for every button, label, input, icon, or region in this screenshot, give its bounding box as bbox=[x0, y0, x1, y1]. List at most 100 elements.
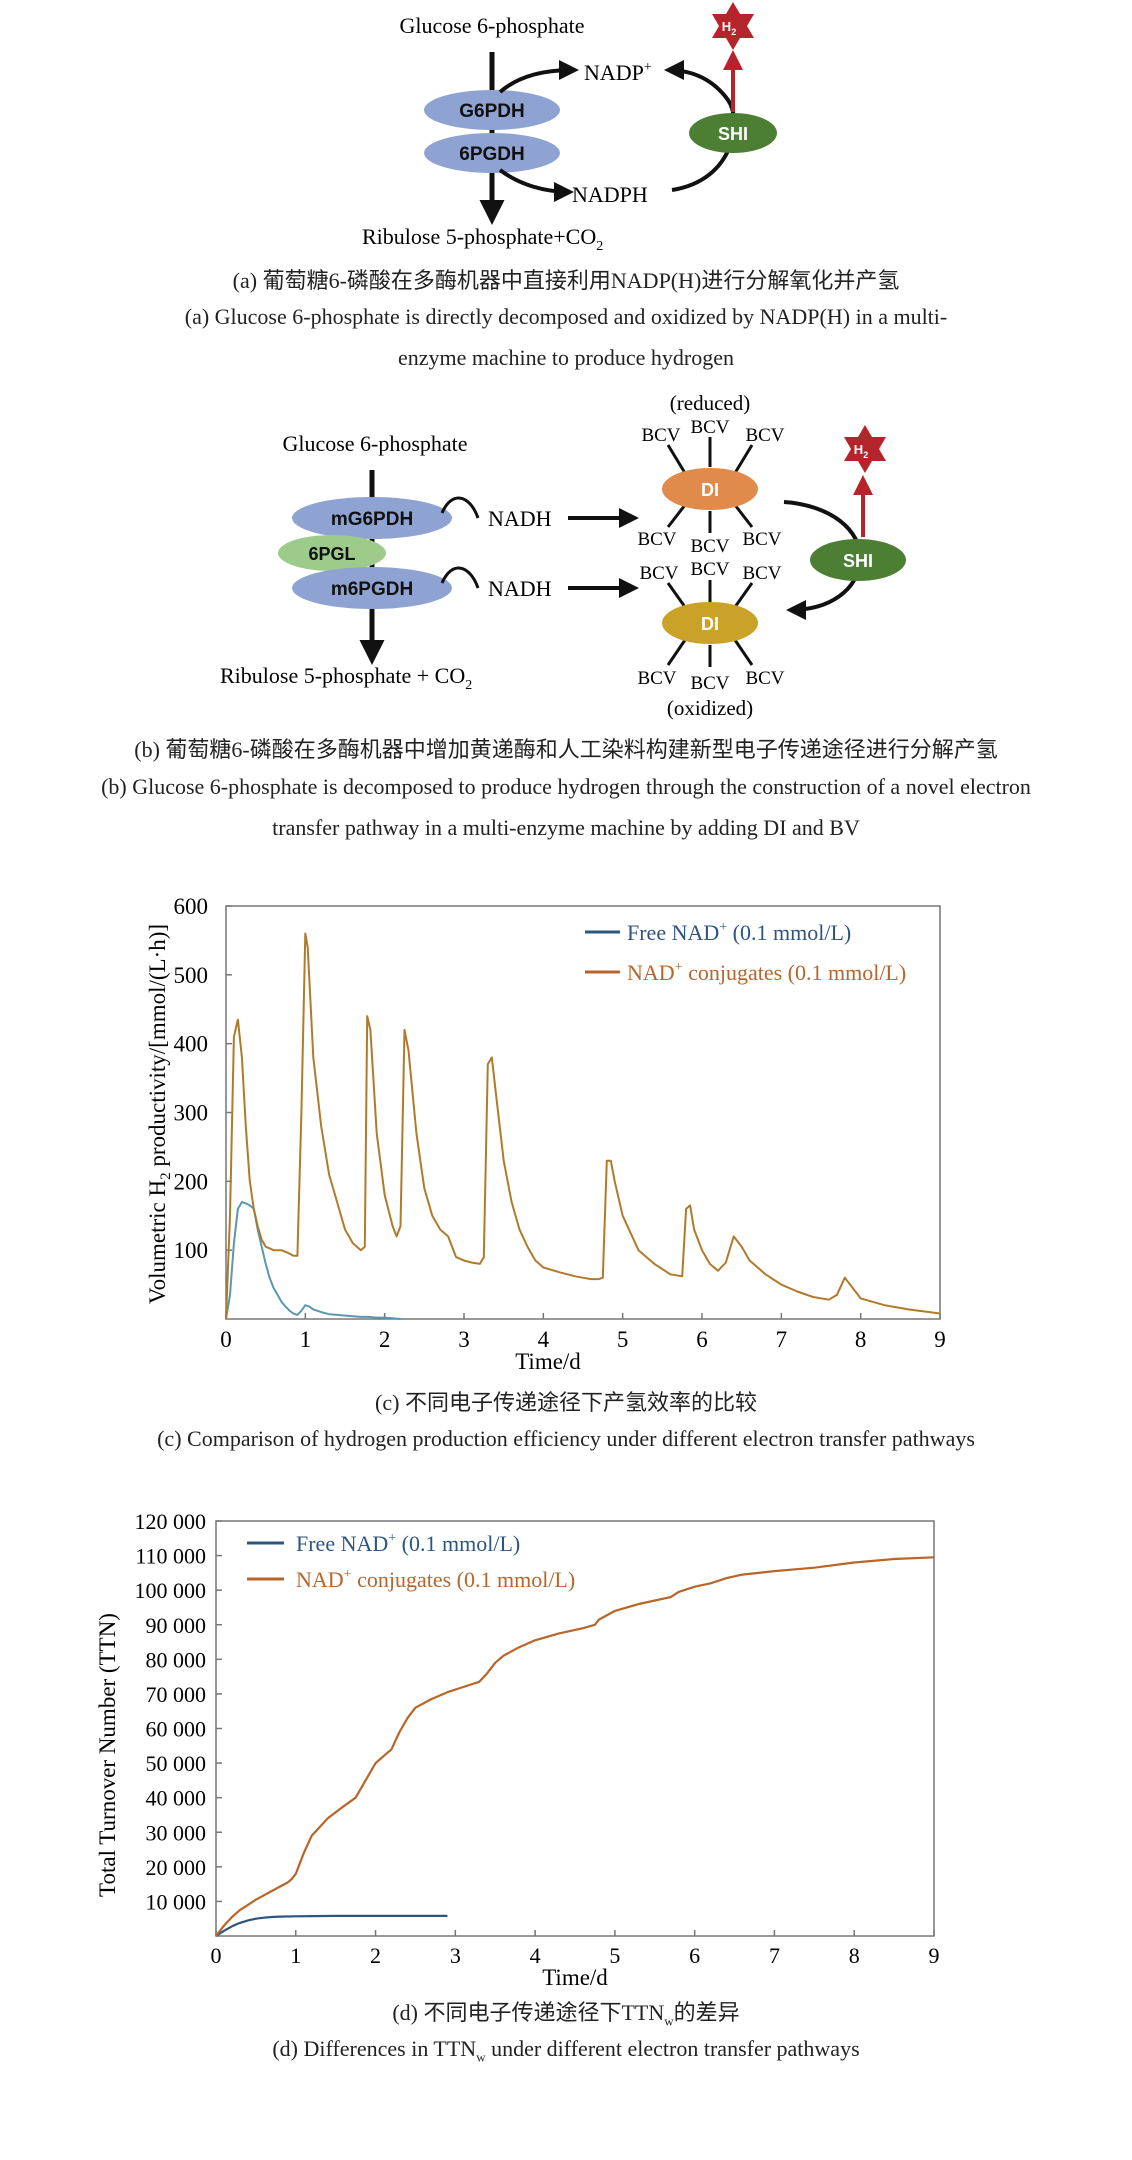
b-bcv-o4: BCV bbox=[637, 668, 676, 689]
b-bcv-o6: BCV bbox=[745, 668, 784, 689]
chart-d-legend-conj: NAD+ conjugates (0.1 mmol/L) bbox=[296, 1567, 575, 1592]
b-di-oxidized bbox=[662, 602, 758, 644]
b-mg6pdh-label: mG6PDH bbox=[331, 509, 413, 530]
chart-0-xtick-label: 2 bbox=[379, 1327, 391, 1352]
c-caption-en: (c) Comparison of hydrogen production ef… bbox=[157, 1426, 975, 1451]
b-m6pgdh-enzyme bbox=[292, 567, 452, 609]
chart-1-ytick-label: 80 000 bbox=[146, 1647, 207, 1672]
b-h2-star-icon bbox=[844, 425, 886, 473]
chart-0-xtick-label: 3 bbox=[458, 1327, 470, 1352]
b-di-reduced bbox=[662, 468, 758, 510]
chart-c-legend-free: Free NAD+ (0.1 mmol/L) bbox=[627, 920, 851, 945]
b-di-reduced-label: DI bbox=[701, 480, 719, 500]
a-caption-cn: (a) 葡萄糖6-磷酸在多酶机器中直接利用NADP(H)进行分解氧化并产氢 bbox=[232, 268, 900, 293]
b-caption-en-1: (b) Glucose 6-phosphate is decomposed to… bbox=[101, 774, 1031, 799]
chart-0-ytick-label: 400 bbox=[174, 1032, 209, 1057]
chart-1-series-nad-conjugates-line bbox=[215, 1556, 935, 1937]
a-product: Ribulose 5-phosphate+CO2 bbox=[362, 224, 603, 254]
a-shi-label: SHI bbox=[718, 124, 748, 144]
chart-0-ytick-label: 300 bbox=[174, 1101, 209, 1126]
a-6pgdh-label: 6PGDH bbox=[459, 144, 524, 165]
d-caption-en: (d) Differences in TTNw under different … bbox=[272, 2036, 860, 2065]
a-6pgdh-enzyme bbox=[424, 133, 560, 173]
b-bcv-o5: BCV bbox=[690, 673, 729, 694]
a-g6pdh-label: G6PDH bbox=[459, 101, 524, 122]
panel-b-diagram: Glucose 6-phosphate mG6PDH 6PGL m6PGDH N… bbox=[220, 391, 906, 720]
b-oxidized-label: (oxidized) bbox=[667, 696, 753, 720]
chart-1-ytick-label: 10 000 bbox=[146, 1889, 207, 1914]
chart-1-xtick-label: 7 bbox=[769, 1943, 780, 1968]
chart-c-legend: Free NAD+ (0.1 mmol/L) NAD+ conjugates (… bbox=[585, 920, 906, 985]
chart-0-xtick-label: 0 bbox=[220, 1327, 232, 1352]
chart-1-xtick-label: 4 bbox=[530, 1943, 541, 1968]
d-caption-cn: (d) 不同电子传递途径下TTNw的差异 bbox=[392, 2000, 740, 2029]
chart-1-xtick-label: 9 bbox=[929, 1943, 940, 1968]
a-h2-star-icon bbox=[712, 2, 754, 50]
a-nadp-arrow bbox=[498, 60, 579, 94]
chart-c-legend-conj: NAD+ conjugates (0.1 mmol/L) bbox=[627, 960, 906, 985]
chart-0-xtick-label: 7 bbox=[776, 1327, 788, 1352]
b-reduced-label: (reduced) bbox=[670, 391, 750, 415]
chart-0-series-free-nad-line bbox=[225, 1201, 401, 1320]
a-h2-text: H2 bbox=[722, 19, 736, 37]
a-caption-en-1: (a) Glucose 6-phosphate is directly deco… bbox=[184, 304, 948, 329]
c-caption-cn: (c) 不同电子传递途径下产氢效率的比较 bbox=[375, 1390, 757, 1415]
chart-d-ylabel: Total Turnover Number (TTN) bbox=[95, 1613, 120, 1897]
a-nadph-text: NADPH bbox=[572, 182, 648, 207]
chart-c-xlabel: Time/d bbox=[515, 1349, 581, 1374]
a-caption-en-2: enzyme machine to produce hydrogen bbox=[398, 345, 734, 370]
b-bcv-o3: BCV bbox=[742, 563, 781, 584]
b-caption-cn: (b) 葡萄糖6-磷酸在多酶机器中增加黄递酶和人工染料构建新型电子传递途径进行分… bbox=[134, 737, 998, 762]
b-bcv-r5: BCV bbox=[690, 536, 729, 557]
b-substrate: Glucose 6-phosphate bbox=[282, 431, 467, 456]
b-bcv-r3: BCV bbox=[745, 425, 784, 446]
b-cofactor-arc-2 bbox=[440, 566, 480, 589]
b-di-oxidized-spokes bbox=[666, 580, 754, 667]
chart-d-ttn: 0 1 2 3 4 5 6 7 8 9 10 000 20 000 30 000 40 000 50 000… bbox=[95, 1509, 940, 1985]
chart-0-ytick-label: 600 bbox=[174, 894, 209, 919]
chart-0-xtick-label: 4 bbox=[538, 1327, 550, 1352]
chart-1-xtick-label: 2 bbox=[370, 1943, 381, 1968]
chart-0-xtick-label: 8 bbox=[855, 1327, 867, 1352]
chart-1-ytick-label: 100 000 bbox=[135, 1578, 207, 1603]
chart-0-xtick-label: 9 bbox=[934, 1327, 946, 1352]
b-nadh-2: NADH bbox=[488, 576, 552, 601]
b-shi-label: SHI bbox=[843, 551, 873, 571]
b-di-oxidized-label: DI bbox=[701, 614, 719, 634]
b-nadh-1: NADH bbox=[488, 506, 552, 531]
chart-c-h2-productivity: 0 1 2 3 4 5 6 7 8 9 100 200 300 400 500 600 Time/d Volu… bbox=[145, 894, 946, 1374]
a-shi-enzyme bbox=[689, 113, 777, 153]
a-g6pdh-enzyme bbox=[424, 90, 560, 130]
chart-1-ytick-label: 50 000 bbox=[146, 1751, 207, 1776]
chart-1-xtick-label: 1 bbox=[290, 1943, 301, 1968]
chart-0-xtick-label: 5 bbox=[617, 1327, 629, 1352]
b-6pgl-label: 6PGL bbox=[308, 544, 355, 564]
chart-1-xtick-label: 6 bbox=[689, 1943, 700, 1968]
a-nadp-text: NADP+ bbox=[584, 60, 652, 85]
chart-1-ytick-label: 20 000 bbox=[146, 1855, 207, 1880]
a-substrate: Glucose 6-phosphate bbox=[399, 13, 584, 38]
b-bcv-r2: BCV bbox=[690, 417, 729, 438]
b-bcv-o1: BCV bbox=[639, 563, 678, 584]
chart-d-xlabel: Time/d bbox=[542, 1965, 608, 1985]
panel-a-diagram: Glucose 6-phosphate G6PDH 6PGDH NADP+ NA… bbox=[362, 2, 777, 254]
b-bcv-r6: BCV bbox=[742, 529, 781, 550]
b-caption-en-2: transfer pathway in a multi-enzyme machi… bbox=[272, 815, 860, 840]
chart-0-series-nad-conjugates-line bbox=[225, 932, 941, 1320]
b-shi-enzyme bbox=[810, 539, 906, 581]
b-h2-text: H2 bbox=[854, 442, 868, 460]
b-6pgl-enzyme bbox=[278, 535, 386, 571]
chart-1-ytick-label: 40 000 bbox=[146, 1786, 207, 1811]
b-bcv-r4: BCV bbox=[637, 529, 676, 550]
chart-1-xtick-label: 5 bbox=[609, 1943, 620, 1968]
chart-c-ylabel: Volumetric H2 productivity/[mmol/(L·h)] bbox=[145, 924, 174, 1304]
b-mg6pdh-enzyme bbox=[292, 497, 452, 539]
chart-d-legend-free: Free NAD+ (0.1 mmol/L) bbox=[296, 1531, 520, 1556]
chart-1-ytick-label: 120 000 bbox=[135, 1509, 207, 1534]
b-m6pgdh-label: m6PGDH bbox=[331, 579, 413, 600]
b-bcv-o2: BCV bbox=[690, 559, 729, 580]
chart-0-xtick-label: 6 bbox=[696, 1327, 708, 1352]
chart-1-ytick-label: 110 000 bbox=[135, 1544, 206, 1569]
b-cofactor-arc-1 bbox=[440, 496, 480, 519]
a-shi-cycle-arrow bbox=[664, 60, 736, 192]
